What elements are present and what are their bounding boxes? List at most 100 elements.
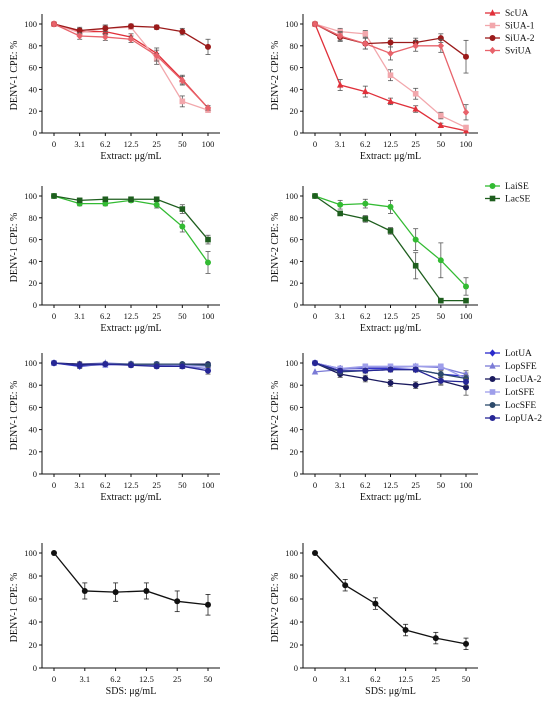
x-tick-label: 12.5 (139, 674, 154, 684)
y-axis-label: DENV-1 CPE: % (9, 41, 20, 111)
data-point (127, 35, 135, 43)
y-tick-label: 100 (285, 19, 298, 29)
y-axis-label: DENV-2 CPE: % (270, 41, 281, 111)
data-point (205, 362, 211, 369)
x-tick-label: 6.2 (110, 674, 121, 684)
y-tick-label: 60 (29, 402, 38, 412)
data-point (311, 368, 319, 375)
data-point (437, 371, 444, 378)
data-point (179, 28, 186, 35)
series-LaiSE (51, 193, 211, 274)
x-tick-label: 50 (178, 311, 187, 321)
y-tick-label: 40 (29, 84, 38, 94)
chart-row1-right: 0 20 40 60 80 100 0 3.1 6.2 12.5 25 50 100 Extract: μ… (270, 9, 535, 162)
x-tick-label: 50 (178, 139, 187, 149)
data-point (412, 262, 419, 269)
data-point (128, 362, 134, 369)
data-point (174, 598, 181, 605)
data-point (102, 200, 109, 207)
y-axis-label: DENV-2 CPE: % (270, 573, 281, 643)
x-tick-label: 100 (202, 311, 215, 321)
series-SviUA (311, 20, 470, 121)
data-point (179, 363, 186, 370)
legend-label: SiUA-2 (505, 34, 535, 44)
y-tick-label: 60 (290, 235, 299, 245)
x-tick-label: 100 (202, 139, 215, 149)
x-tick-label: 6.2 (100, 480, 111, 490)
data-point (438, 363, 444, 370)
legend-label: LotUA (505, 349, 532, 359)
data-point (412, 366, 419, 373)
y-tick-label: 80 (29, 41, 38, 51)
x-tick-label: 50 (204, 674, 213, 684)
series-line (53, 195, 209, 263)
chart-row2-right: 0 20 40 60 80 100 0 3.1 6.2 12.5 25 50 100 Extract: μ… (270, 182, 531, 334)
y-tick-label: 20 (29, 447, 38, 457)
x-tick-label: 0 (313, 311, 317, 321)
series-ScUA (311, 20, 470, 134)
y-tick-label: 20 (290, 447, 299, 457)
y-tick-label: 100 (24, 548, 37, 558)
data-point (76, 362, 83, 369)
legend-label: LocSFE (505, 401, 536, 411)
x-tick-label: 0 (52, 674, 56, 684)
chart-row3-right: 0 20 40 60 80 100 0 3.1 6.2 12.5 25 50 100 Extract: μ… (270, 349, 542, 503)
data-point (362, 375, 369, 382)
x-tick-label: 25 (152, 139, 161, 149)
data-point (437, 35, 444, 42)
legend-label: LocUA-2 (505, 375, 542, 385)
x-tick-label: 100 (202, 480, 215, 490)
data-point (51, 550, 57, 556)
legend-label: ScUA (505, 9, 528, 19)
data-point (412, 105, 419, 112)
y-tick-label: 80 (29, 571, 38, 581)
legend-label: LopUA-2 (505, 414, 542, 424)
data-point (387, 379, 394, 386)
legend-marker (489, 46, 496, 55)
legend-marker (489, 415, 496, 421)
data-point (362, 40, 369, 48)
data-point (76, 27, 83, 34)
data-point (311, 20, 319, 28)
x-axis-label: Extract: μg/mL (100, 492, 161, 503)
x-tick-label: 50 (437, 139, 446, 149)
legend-marker (489, 362, 496, 369)
data-point (362, 31, 369, 37)
y-tick-label: 0 (33, 663, 37, 673)
y-tick-label: 60 (290, 402, 299, 412)
data-point (337, 201, 344, 208)
y-axis-label: DENV-1 CPE: % (9, 573, 20, 643)
x-tick-label: 12.5 (383, 139, 398, 149)
y-tick-label: 60 (29, 235, 38, 245)
data-point (387, 72, 394, 79)
y-tick-label: 0 (33, 128, 37, 138)
data-point (179, 98, 186, 105)
data-point (463, 124, 469, 131)
y-tick-label: 40 (29, 425, 38, 435)
x-axis-label: SDS: μg/mL (365, 686, 416, 697)
data-point (81, 587, 88, 594)
data-point (179, 77, 186, 85)
x-tick-label: 12.5 (383, 480, 398, 490)
x-axis-label: Extract: μg/mL (360, 151, 421, 162)
data-point (204, 104, 212, 112)
data-point (153, 52, 160, 60)
y-tick-label: 20 (290, 640, 299, 650)
x-tick-label: 25 (411, 139, 420, 149)
chart-row3-left: 0 20 40 60 80 100 0 3.1 6.2 12.5 25 50 100 Extract: μ… (9, 353, 220, 503)
data-point (153, 196, 160, 203)
data-point (463, 384, 469, 391)
y-tick-label: 80 (29, 213, 38, 223)
x-tick-label: 50 (437, 480, 446, 490)
series-LopUA-2 (312, 360, 469, 386)
legend-marker (489, 402, 496, 408)
y-tick-label: 20 (29, 106, 38, 116)
data-point (362, 367, 369, 374)
x-tick-label: 50 (462, 674, 471, 684)
chart-row2-left: 0 20 40 60 80 100 0 3.1 6.2 12.5 25 50 100 Extract: μ… (9, 186, 220, 334)
data-point (432, 635, 439, 642)
legend-marker (489, 376, 496, 382)
data-point (112, 589, 119, 596)
y-tick-label: 40 (290, 256, 299, 266)
